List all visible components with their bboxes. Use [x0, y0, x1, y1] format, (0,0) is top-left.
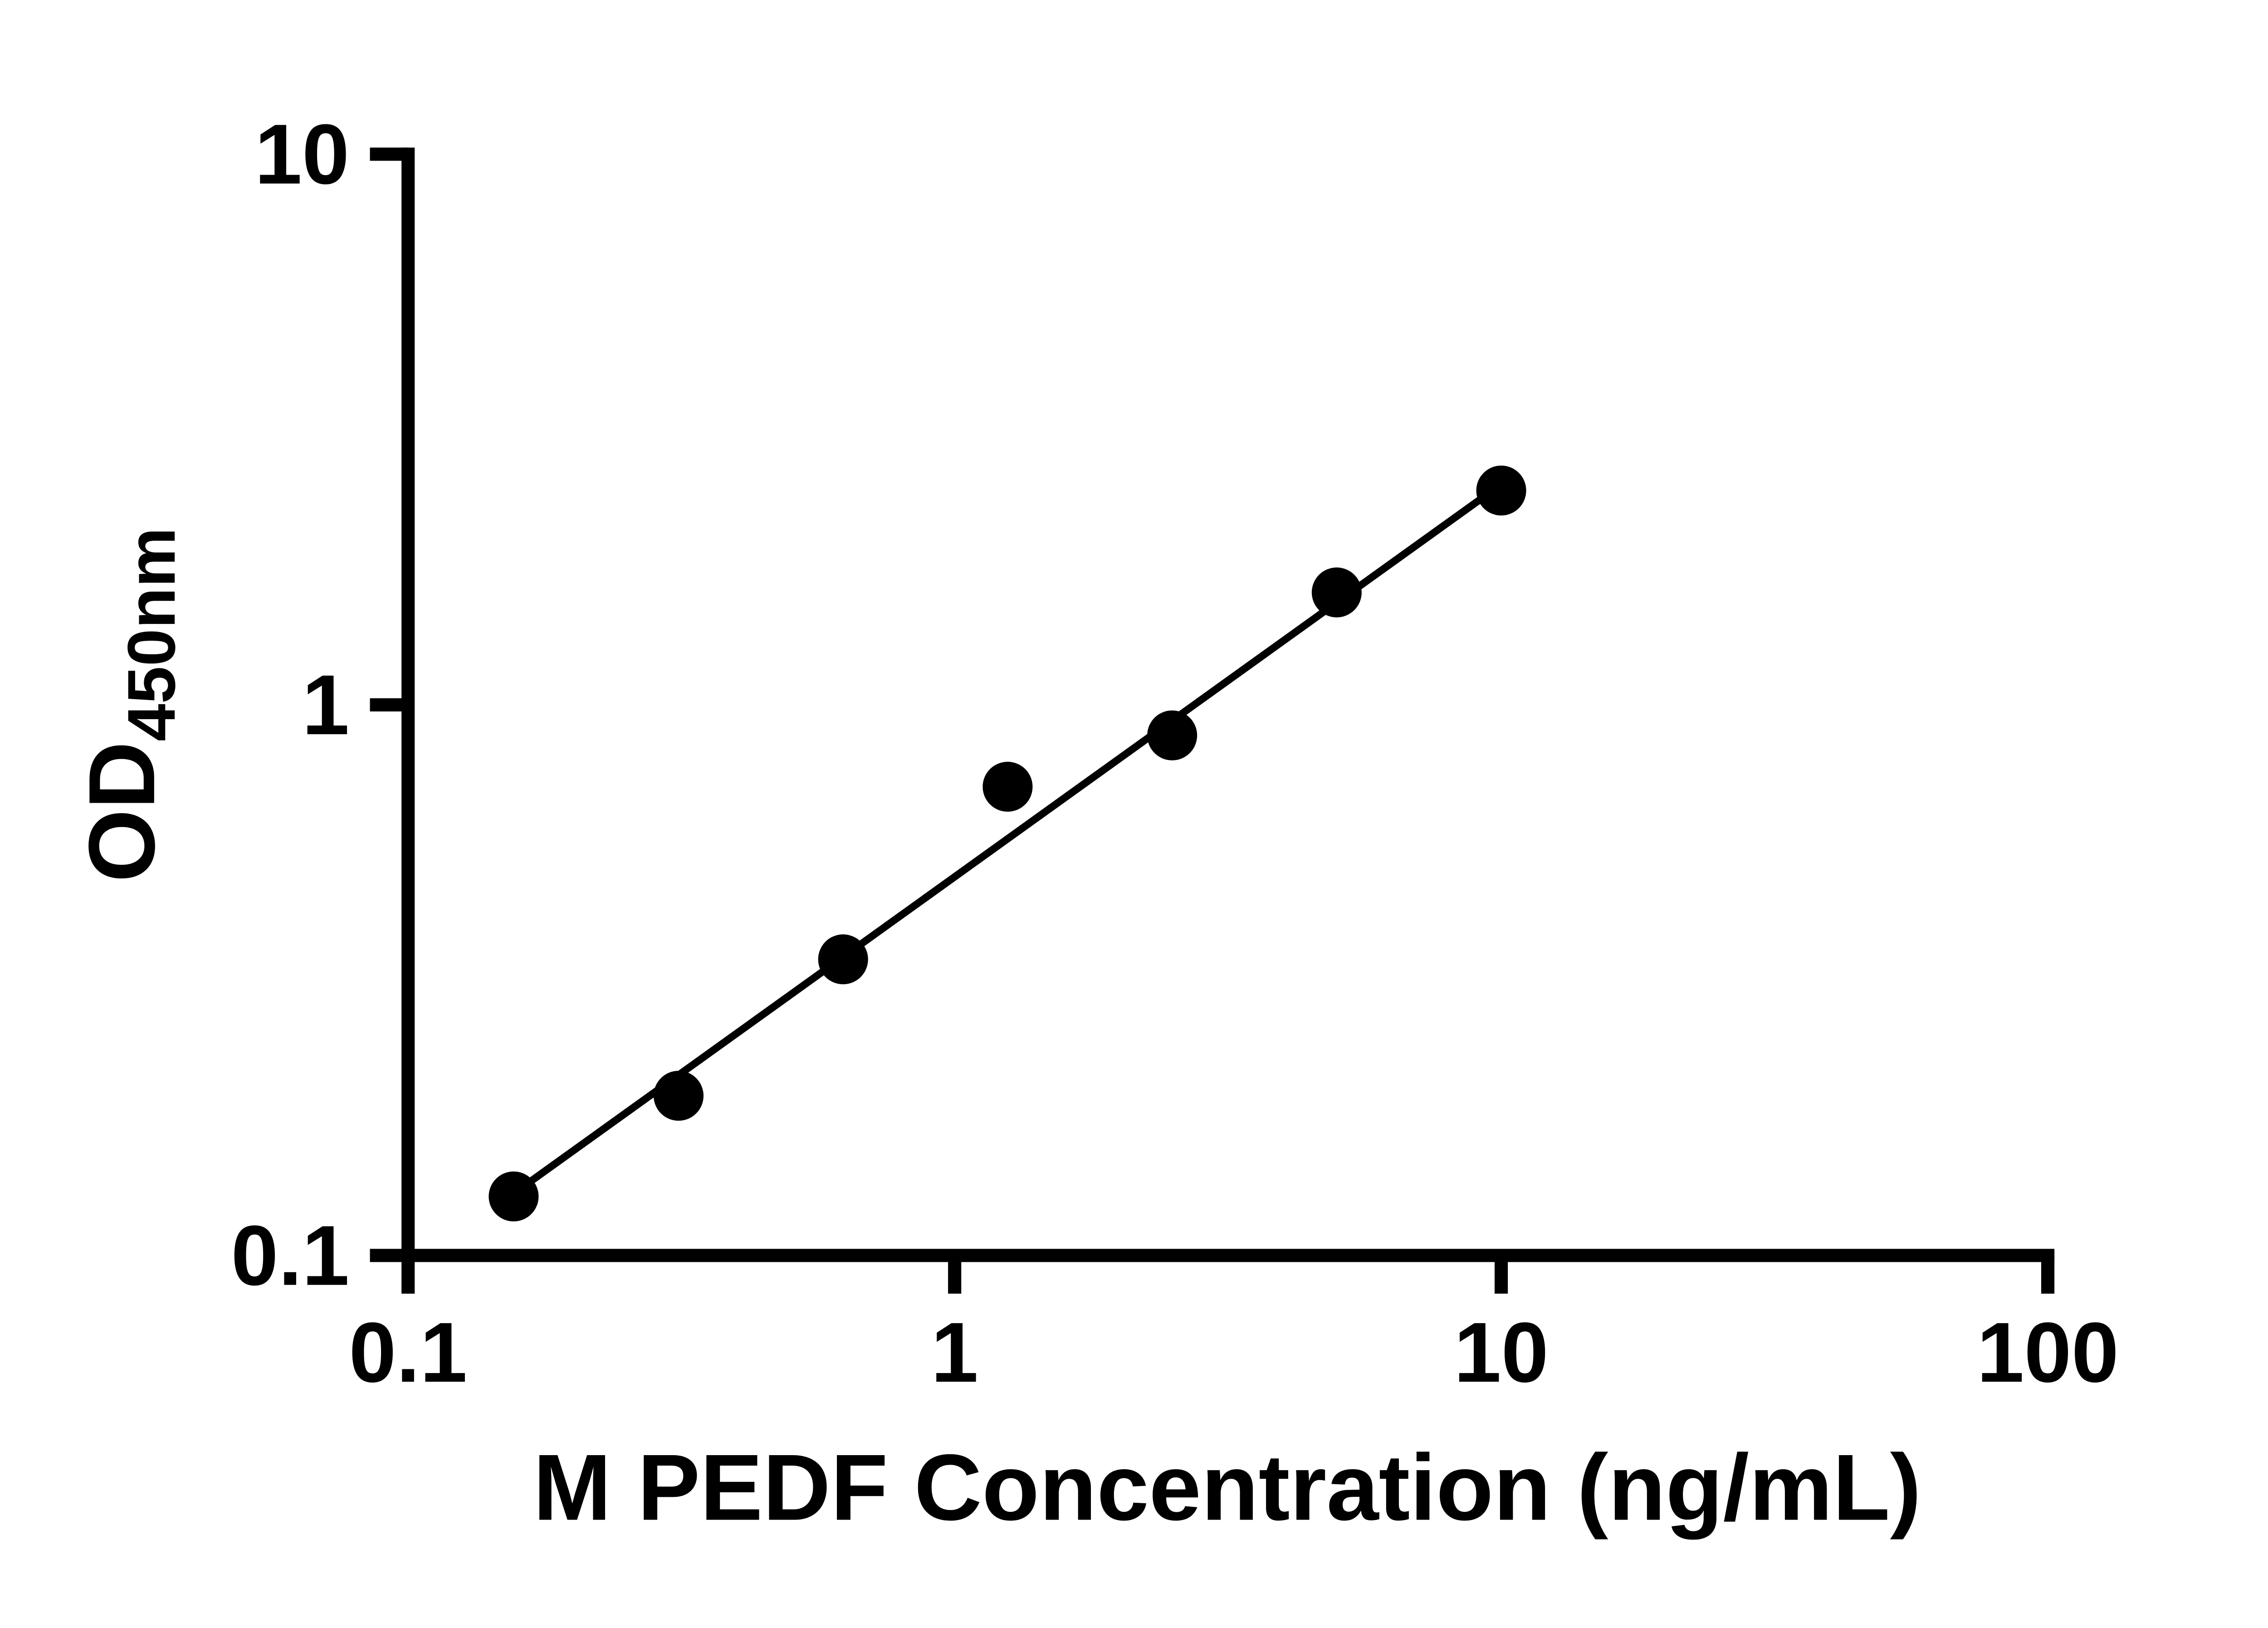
- x-axis-tick-label: 1: [931, 1304, 978, 1400]
- data-point: [818, 934, 868, 985]
- data-series: [489, 466, 1526, 1221]
- x-axis-tick-label: 10: [1454, 1304, 1549, 1400]
- y-axis-tick-label: 0.1: [231, 1208, 349, 1303]
- data-point: [1147, 710, 1198, 760]
- y-axis-title-main: OD: [69, 741, 174, 883]
- x-axis-tick-label: 0.1: [349, 1304, 467, 1400]
- y-axis-tick-label: 1: [302, 657, 349, 752]
- y-axis-title: OD450nm: [69, 527, 189, 882]
- data-point: [982, 761, 1033, 812]
- y-axis-tick-label: 10: [254, 107, 349, 202]
- y-axis-title-subscript: 450nm: [113, 527, 189, 741]
- data-point: [1311, 567, 1362, 618]
- data-point: [489, 1171, 539, 1221]
- data-point: [653, 1070, 704, 1121]
- data-point: [1476, 466, 1526, 516]
- x-axis-title: M PEDF Concentration (ng/mL): [533, 1435, 1921, 1540]
- x-axis-tick-label: 100: [1977, 1304, 2119, 1400]
- axis-ticks: 0.1 1 10 100 0.1 1 10: [231, 107, 2119, 1400]
